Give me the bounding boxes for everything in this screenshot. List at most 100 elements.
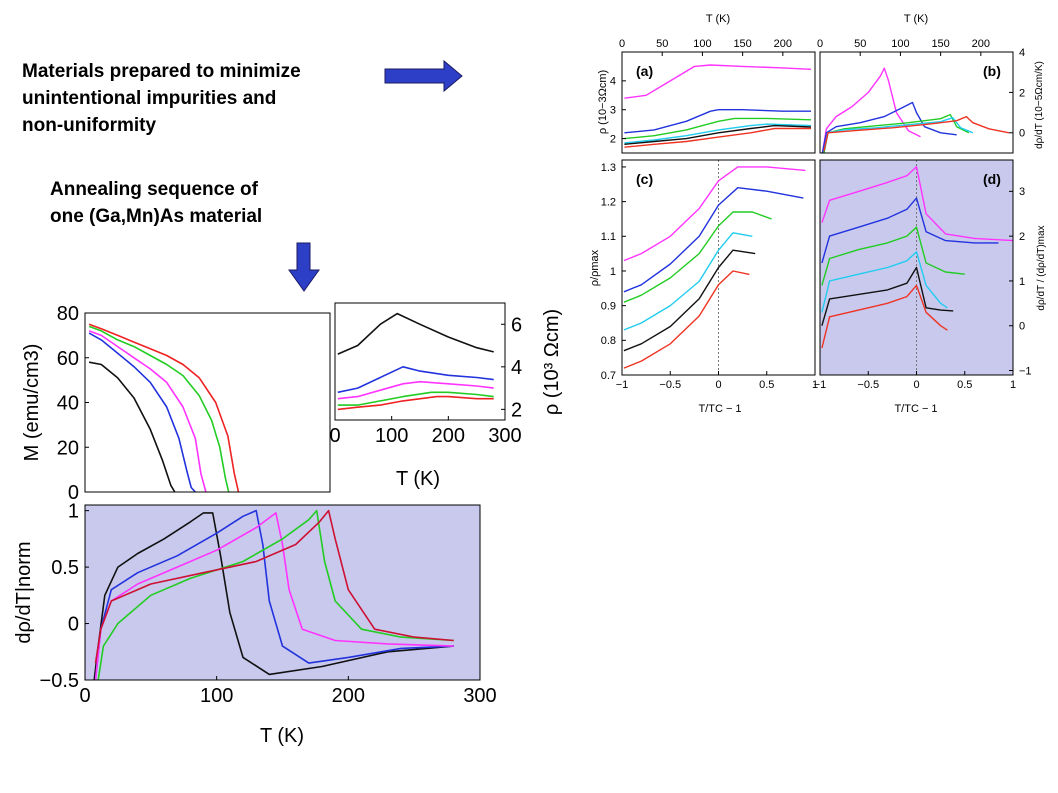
y-axis-label: dρ/dT / (dρ/dT)max <box>1036 225 1047 310</box>
caption-line: unintentional impurities and <box>22 88 277 109</box>
series-line-5 <box>94 509 454 664</box>
y-tick-label: 80 <box>57 303 79 325</box>
chart-panel-a: 0 50 100 150 200 2 3 4 (a) T (K) ρ (10−3Ωcm) <box>597 13 816 154</box>
series-line-6 <box>821 284 948 349</box>
series-line-4 <box>624 123 812 144</box>
y-tick-label: 2 <box>511 399 522 421</box>
panel-label: (c) <box>636 171 653 187</box>
plot-background <box>335 303 505 420</box>
caption-line: Materials prepared to minimize <box>22 61 301 82</box>
series-line-3 <box>624 117 812 140</box>
x-tick-label: 150 <box>733 38 751 50</box>
caption-line: one (Ga,Mn)As material <box>50 206 263 227</box>
series-line-3 <box>821 226 965 286</box>
caption-annealing: Annealing sequence of one (Ga,Mn)As mate… <box>50 176 262 230</box>
caption-materials: Materials prepared to minimize unintenti… <box>22 58 301 139</box>
x-tick-label: 200 <box>332 685 365 707</box>
x-tick-label: 150 <box>931 38 949 50</box>
y-tick-label: 40 <box>57 393 79 415</box>
x-tick-label: 0 <box>715 379 721 391</box>
x-tick-label: 100 <box>200 685 233 707</box>
y-tick-label: 1 <box>1019 276 1025 288</box>
x-axis-label: T (K) <box>706 13 730 25</box>
series-line-2 <box>88 332 196 493</box>
series-line-2 <box>624 108 811 134</box>
y-tick-label: 2 <box>610 133 616 145</box>
y-tick-label: 2 <box>1019 231 1025 243</box>
series-line-3 <box>88 330 207 493</box>
panel-label: (b) <box>983 63 1001 79</box>
series-line-1 <box>337 312 494 355</box>
x-tick-label: −1 <box>616 379 629 391</box>
x-tick-label: 1 <box>1010 379 1016 391</box>
x-tick-label: 200 <box>774 38 792 50</box>
y-tick-label: 60 <box>57 348 79 370</box>
y-tick-label: 4 <box>511 357 522 379</box>
x-axis-label: T (K) <box>396 468 440 490</box>
series-line-4 <box>821 251 948 313</box>
y-axis-label: ρ (10−3Ωcm) <box>597 70 609 134</box>
x-tick-label: −0.5 <box>659 379 681 391</box>
y-tick-label: 0.7 <box>601 370 616 382</box>
x-tick-label: 50 <box>656 38 668 50</box>
chart-drho-dt-norm: 0 100 200 300−0.500.51T (K)dρ/dT|norm <box>13 501 497 747</box>
x-tick-label: 300 <box>463 685 496 707</box>
y-axis-label: ρ/ρmax <box>589 249 601 286</box>
chart-panel-b: 0 50 100 150 200 0 2 4 (b) T (K) dρ/dT (10−5Ωcm/K) <box>817 13 1045 154</box>
y-axis-label: M (emu/cm3) <box>21 344 43 462</box>
y-tick-label: 0.8 <box>601 335 616 347</box>
x-tick-label: −1 <box>814 379 827 391</box>
series-line-2 <box>821 197 999 264</box>
x-tick-label: −0.5 <box>857 379 879 391</box>
series-line-4 <box>623 232 753 331</box>
plot-frame <box>334 302 506 421</box>
y-tick-label: 0 <box>1019 321 1025 333</box>
y-axis-label: dρ/dT (10−5Ωcm/K) <box>1034 61 1045 149</box>
plot-background <box>820 52 1013 153</box>
y-tick-label: 3 <box>1019 186 1025 198</box>
y-tick-label: 1.1 <box>601 231 616 243</box>
series-line-6 <box>623 270 750 369</box>
y-tick-label: −1 <box>1019 365 1032 377</box>
y-tick-label: 1 <box>610 266 616 278</box>
x-tick-label: 1 <box>812 379 818 391</box>
y-tick-label: 4 <box>610 76 616 88</box>
x-axis-label: T (K) <box>260 725 304 747</box>
series-line-4 <box>337 391 494 406</box>
caption-line: Annealing sequence of <box>50 179 258 200</box>
x-tick-label: 0 <box>329 425 340 447</box>
y-tick-label: 0.5 <box>51 557 79 579</box>
x-tick-label: 100 <box>375 425 408 447</box>
panel-label: (a) <box>636 63 653 79</box>
x-tick-label: 100 <box>891 38 909 50</box>
x-axis-label: T/TC − 1 <box>894 403 937 415</box>
plot-frame <box>84 504 481 681</box>
series-line-6 <box>624 127 811 148</box>
series-line-2 <box>94 509 454 681</box>
series-line-1 <box>821 165 1014 242</box>
y-tick-label: 4 <box>1019 47 1025 59</box>
series-line-4 <box>97 509 454 681</box>
x-axis-label: T (K) <box>904 13 928 25</box>
panel-label: (d) <box>983 171 1001 187</box>
plot-background <box>85 313 330 492</box>
series-line-1 <box>821 67 921 154</box>
series-line-1 <box>93 512 454 681</box>
series-line-1 <box>624 64 812 99</box>
series-line-2 <box>821 101 957 154</box>
plot-background <box>85 505 480 680</box>
series-line-2 <box>623 186 804 293</box>
x-tick-label: 0.5 <box>957 379 972 391</box>
x-tick-label: 100 <box>693 38 711 50</box>
y-tick-label: 6 <box>511 314 522 336</box>
y-axis-label: dρ/dT|norm <box>13 541 35 643</box>
y-tick-label: 0 <box>68 614 79 636</box>
x-tick-label: 0 <box>79 685 90 707</box>
series-line-3 <box>94 512 454 681</box>
series-line-5 <box>623 249 756 352</box>
y-tick-label: 20 <box>57 437 79 459</box>
y-tick-label: 0 <box>1019 128 1025 140</box>
y-axis-label: ρ (10³ Ωcm) <box>541 309 563 415</box>
series-line-2 <box>337 365 494 394</box>
